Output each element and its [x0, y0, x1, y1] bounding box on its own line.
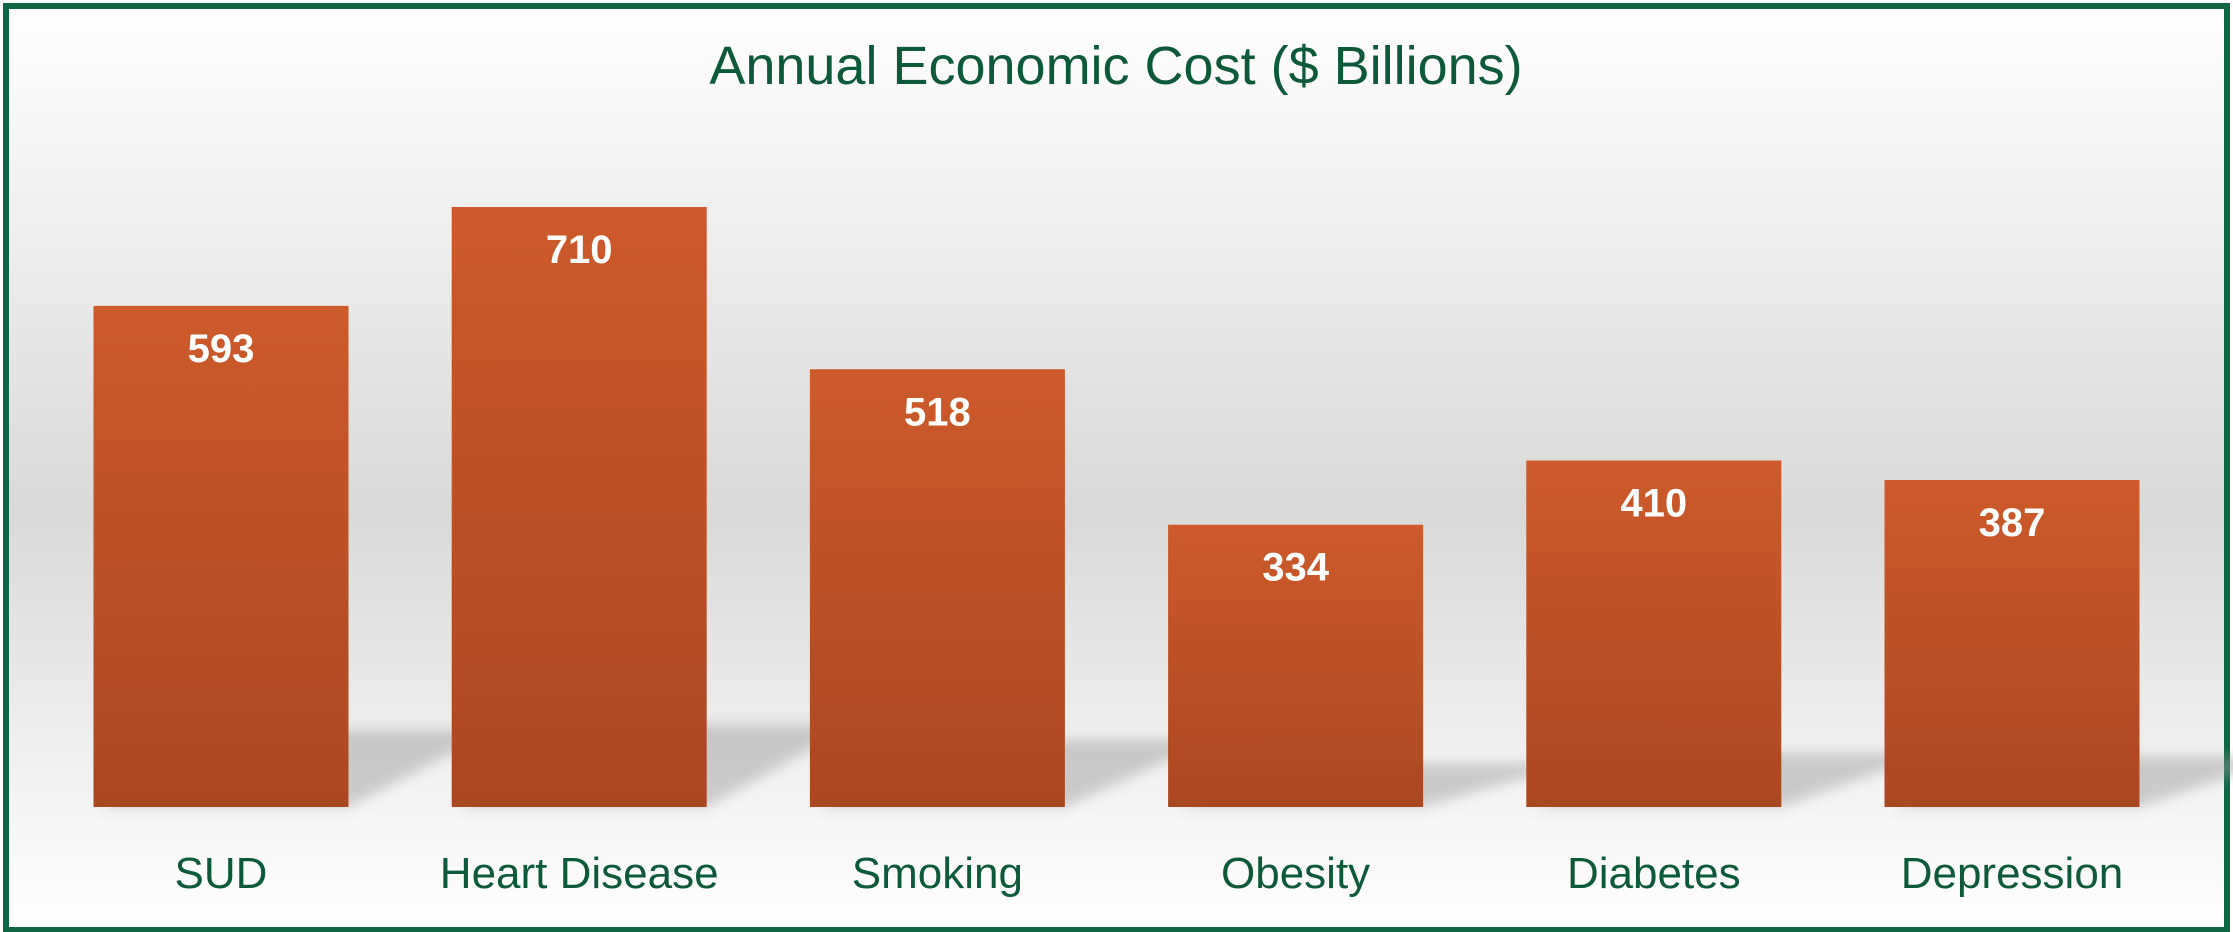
- bar-heart-disease: [451, 207, 707, 807]
- bar-diabetes: [1526, 460, 1782, 807]
- bar-sud: [93, 305, 349, 807]
- bar-smoking: [809, 369, 1065, 807]
- category-labels-group: SUD Heart Disease Smoking Obesity Diabetes De…: [175, 849, 2124, 898]
- category-label-sud: SUD: [175, 849, 268, 898]
- category-label-smoking: Smoking: [852, 849, 1023, 898]
- category-label-heart-disease: Heart Disease: [440, 849, 719, 898]
- value-label-smoking: 518: [904, 390, 971, 434]
- chart-title: Annual Economic Cost ($ Billions): [709, 36, 1522, 96]
- value-labels-group: 593 710 518 334 410 387: [188, 228, 2046, 590]
- category-label-obesity: Obesity: [1221, 849, 1370, 898]
- category-label-diabetes: Diabetes: [1567, 849, 1741, 898]
- value-label-obesity: 334: [1262, 546, 1329, 590]
- category-label-depression: Depression: [1901, 849, 2124, 898]
- value-label-heart-disease: 710: [546, 228, 613, 272]
- chart-border: [3, 3, 2230, 932]
- value-label-depression: 387: [1979, 501, 2046, 545]
- value-label-diabetes: 410: [1620, 482, 1687, 526]
- bar-depression: [1884, 479, 2140, 807]
- value-label-sud: 593: [188, 327, 255, 371]
- bars-group: [93, 207, 2140, 807]
- bar-obesity: [1168, 524, 1424, 807]
